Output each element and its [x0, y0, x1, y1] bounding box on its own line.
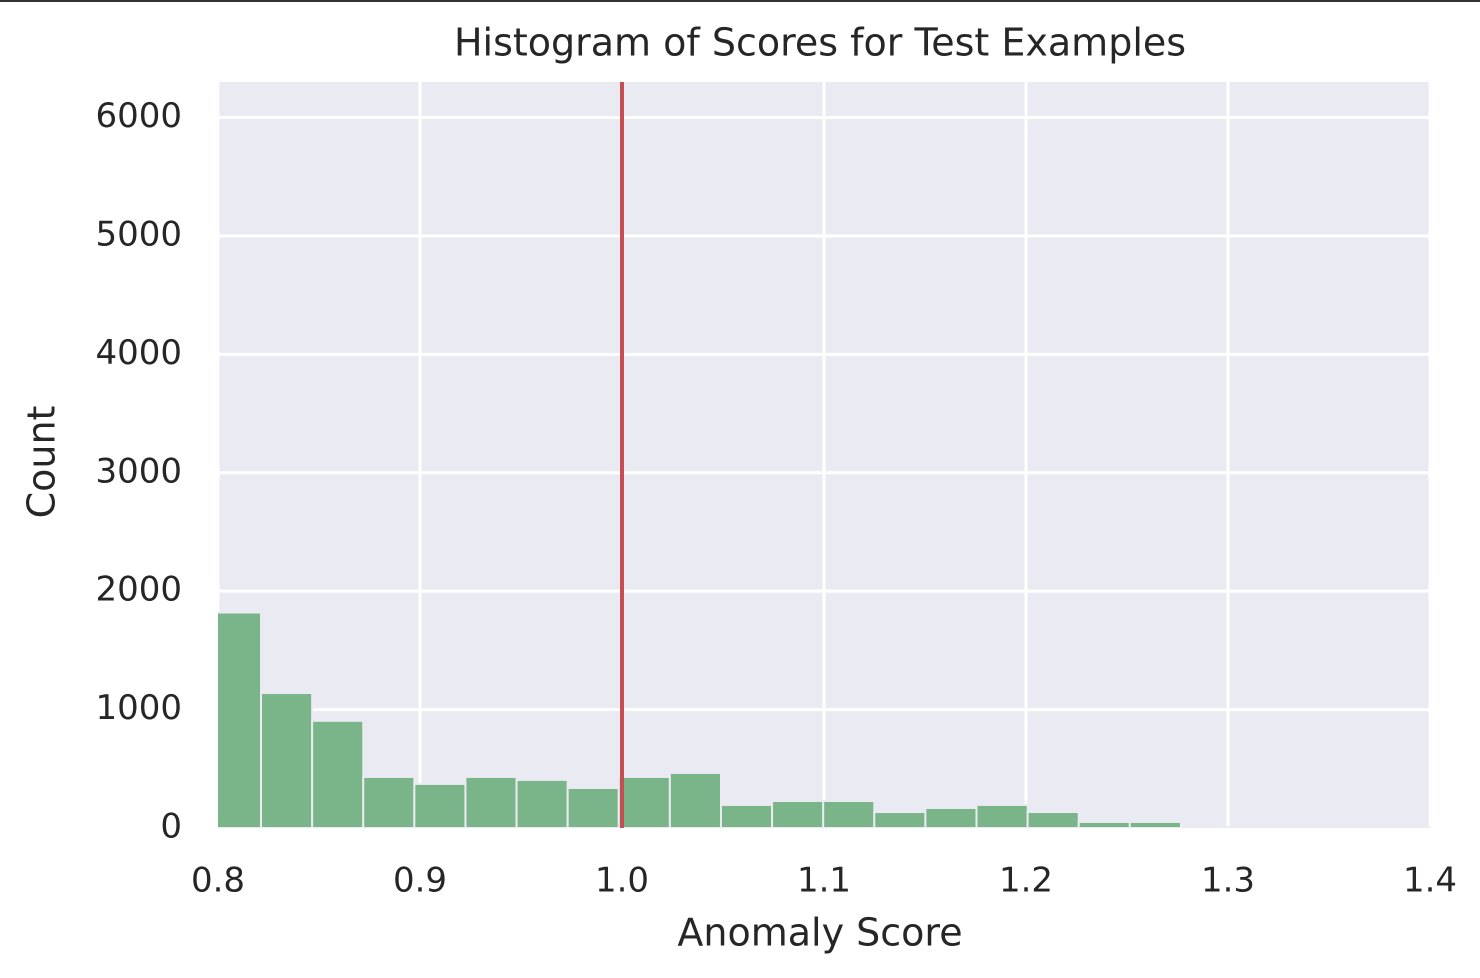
bar: [1179, 825, 1234, 828]
y-tick-label: 3000: [95, 451, 182, 491]
bars: [218, 611, 1430, 828]
x-tick-label: 0.9: [393, 861, 447, 901]
y-tick-label: 1000: [95, 688, 182, 728]
bar: [566, 786, 620, 828]
bar: [1384, 826, 1430, 828]
bar: [1231, 825, 1285, 828]
x-tick-label: 1.4: [1403, 861, 1457, 901]
y-tick-label: 0: [160, 807, 182, 847]
bar: [1077, 820, 1131, 828]
bar: [719, 803, 774, 828]
labels: 0 1000 2000 3000 4000 5000 6000 0.8 0.9 1.0 1.1 1.2…: [95, 96, 1457, 900]
y-axis-label: Count: [20, 406, 64, 519]
bar: [924, 806, 978, 828]
bar: [1026, 811, 1080, 828]
bar: [1282, 825, 1336, 828]
x-tick-label: 1.1: [797, 861, 851, 901]
y-tick-label: 4000: [95, 333, 182, 373]
bar: [617, 775, 671, 828]
bar: [822, 800, 876, 828]
x-tick-label: 1.3: [1201, 861, 1255, 901]
bar: [975, 803, 1029, 828]
x-tick-label: 1.0: [595, 861, 649, 901]
x-tick-label: 0.8: [191, 861, 245, 901]
bar: [362, 775, 416, 828]
bar: [464, 775, 518, 828]
y-tick-label: 5000: [95, 214, 182, 254]
bar: [413, 782, 467, 828]
bar: [515, 778, 569, 828]
x-tick-label: 1.2: [999, 861, 1053, 901]
bar: [311, 719, 365, 828]
bar: [1128, 820, 1182, 828]
x-axis-label: Anomaly Score: [677, 911, 962, 955]
bar: [873, 811, 927, 828]
bar: [260, 692, 314, 828]
bar: [1333, 826, 1387, 828]
bar: [668, 771, 722, 828]
y-tick-label: 6000: [95, 96, 182, 136]
y-tick-label: 2000: [95, 570, 182, 610]
bar: [771, 800, 825, 828]
chart-title: Histogram of Scores for Test Examples: [454, 21, 1186, 65]
